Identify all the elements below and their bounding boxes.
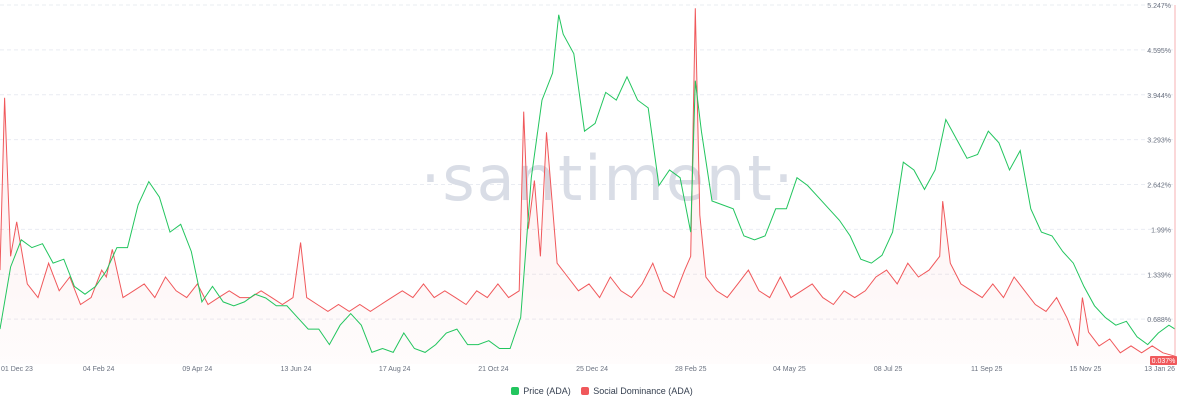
y-tick-label: 1.339% [1147,272,1171,279]
series-layer [0,8,1176,364]
santiment-watermark: ·santiment· [421,142,796,215]
y-axis-ticks: 0.688% 1.339% 1.99% 2.642% 3.293% 3.944% 4.595… [1147,3,1171,324]
legend-item-price[interactable]: Price (ADA) [511,386,571,396]
x-tick-label: 04 Feb 24 [83,366,115,373]
legend-label-price: Price (ADA) [523,386,571,396]
x-tick-label: 13 Jan 26 [1144,366,1175,373]
y-tick-label: 1.99% [1151,227,1171,234]
y-tick-label: 4.595% [1147,48,1171,55]
y-tick-label: 2.642% [1147,183,1171,190]
legend-swatch-social [581,387,590,395]
y-tick-label: 5.247% [1147,3,1171,10]
legend-item-social[interactable]: Social Dominance (ADA) [581,386,693,396]
legend-label-social: Social Dominance (ADA) [593,386,693,396]
social-dominance-area [0,8,1175,364]
x-tick-label: 09 Apr 24 [182,366,212,373]
current-value-badge: 0.037% [1150,356,1177,365]
y-tick-label: 3.944% [1147,93,1171,100]
x-tick-label: 04 May 25 [773,366,806,373]
x-tick-label: 13 Jun 24 [281,366,312,373]
y-tick-label: 3.293% [1147,138,1171,145]
y-tick-label: 0.688% [1147,317,1171,324]
x-tick-label: 25 Dec 24 [576,366,608,373]
price-line [0,14,1176,354]
current-value-badge-text: 0.037% [1152,358,1176,365]
x-tick-label: 28 Feb 25 [675,366,707,373]
x-tick-label: 08 Jul 25 [874,366,903,373]
x-tick-label: 21 Oct 24 [478,366,508,373]
current-value-badge-bg [1150,356,1177,365]
legend-swatch-price [511,387,520,395]
legend: Price (ADA) Social Dominance (ADA) [0,386,1204,397]
x-tick-label: 01 Dec 23 [1,366,33,373]
x-tick-label: 15 Nov 25 [1069,366,1101,373]
x-axis-ticks: 01 Dec 23 04 Feb 24 09 Apr 24 13 Jun 24 17 A… [1,366,1175,373]
x-tick-label: 17 Aug 24 [379,366,411,373]
x-tick-label: 11 Sep 25 [971,366,1003,373]
social-dominance-line [0,8,1176,357]
